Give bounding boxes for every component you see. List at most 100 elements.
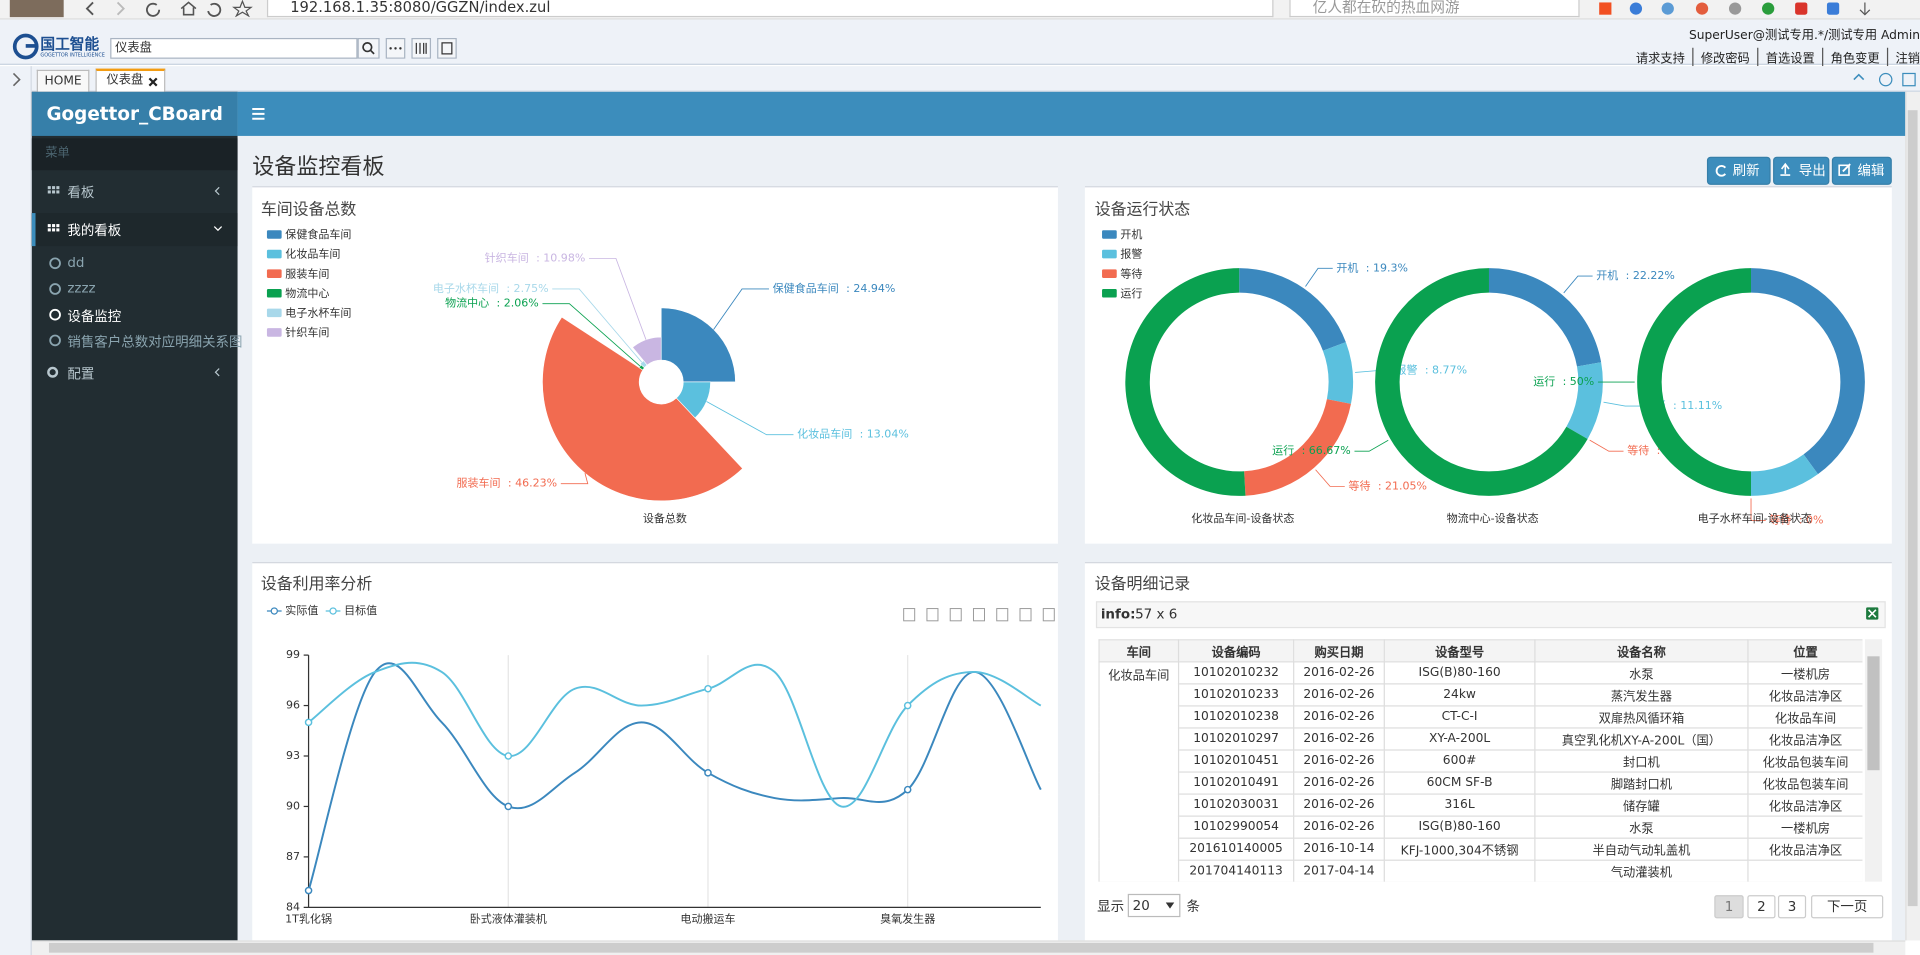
refresh-button[interactable]: 刷新: [1706, 156, 1771, 185]
table-cell: 2016-02-26: [1293, 683, 1385, 707]
header-link[interactable]: 修改密码: [1692, 47, 1757, 67]
toolbox-icon[interactable]: [1019, 608, 1032, 622]
label-value: : 22.22%: [1626, 269, 1675, 282]
column-header[interactable]: 位置: [1747, 639, 1863, 663]
menu-toggle[interactable]: [251, 107, 266, 122]
column-header[interactable]: 车间: [1098, 639, 1180, 663]
legend-marker: [329, 607, 337, 615]
label-value: : 66.67%: [1302, 444, 1351, 457]
legend-swatch: [266, 249, 282, 259]
excel-icon[interactable]: [1865, 606, 1880, 621]
y-tick-label: 90: [286, 799, 300, 812]
menu-item[interactable]: 配置: [67, 366, 95, 383]
label-name: 化妆品车间: [797, 427, 852, 441]
panel-title: 设备明细记录: [1094, 575, 1191, 594]
donut-title: 化妆品车间-设备状态: [1191, 511, 1294, 525]
export-button[interactable]: 导出: [1773, 156, 1830, 185]
address-bar[interactable]: 192.168.1.35:8080/GGZN/index.zul: [266, 0, 1274, 18]
menu-item[interactable]: 我的看板: [67, 222, 122, 239]
page-scroll-thumb[interactable]: [1907, 110, 1918, 907]
logo-text: 国工智能: [40, 35, 100, 53]
table-cell: 化妆品洁净区: [1747, 683, 1863, 707]
label-value: : 46.23%: [508, 477, 557, 490]
table-cell: 化妆品包装车间: [1747, 771, 1863, 795]
brand: Gogettor_CBoard: [31, 91, 238, 136]
column-header[interactable]: 设备型号: [1383, 639, 1536, 663]
donut-segment: [1566, 362, 1603, 439]
rose-slice: [542, 316, 744, 502]
label-value: : 19.3%: [1366, 261, 1408, 274]
edit-button[interactable]: 编辑: [1831, 156, 1892, 185]
label-name: 开机: [1596, 268, 1618, 282]
page-button[interactable]: 3: [1777, 895, 1807, 919]
next-page-button[interactable]: 下一页: [1811, 895, 1884, 919]
table-cell: 水泵: [1534, 815, 1749, 839]
expand-arrow[interactable]: [10, 72, 22, 87]
leader-line: [1603, 401, 1640, 407]
browser-extensions: [1599, 2, 1871, 16]
leader-line: [1750, 498, 1766, 521]
submenu-item[interactable]: zzzz: [67, 280, 96, 297]
toolbox-icon[interactable]: [949, 608, 962, 622]
page-size-select[interactable]: 20: [1127, 893, 1181, 918]
table-cell: 蒸汽发生器: [1534, 683, 1749, 707]
table-row: 201704140113 2017-04-14 气动灌装机: [1099, 859, 1863, 882]
chart-layer: 1T乳化锅 卧式液体灌装机 电动搬运车 臭氧发生器 84 87 90 93 96 99 实际值 目标值: [266, 603, 1055, 926]
horizontal-scroll-thumb[interactable]: [48, 942, 1874, 953]
toolbox-icon[interactable]: [926, 608, 939, 622]
table-cell: 201610140005: [1177, 837, 1295, 861]
menu-search-input[interactable]: 仪表盘: [110, 37, 358, 59]
table-cell: 化妆品车间: [1747, 705, 1863, 729]
toolbox-icon[interactable]: [972, 608, 985, 622]
table-cell: 水泵: [1534, 661, 1749, 685]
table-cell: 化妆品洁净区: [1747, 727, 1863, 751]
select-caret: [1165, 902, 1175, 909]
tab[interactable]: HOME: [36, 69, 90, 92]
label-value: : 13.04%: [860, 428, 909, 441]
table-cell: 600#: [1383, 749, 1536, 773]
header-link[interactable]: 请求支持: [1635, 52, 1685, 67]
page-button-active[interactable]: 1: [1714, 895, 1744, 919]
table-head: 车间 设备编码 购买日期 设备型号 设备名称 位置: [1098, 639, 1863, 663]
x-tick-label: 电动搬运车: [680, 912, 735, 926]
table-cell: 2016-10-14: [1293, 837, 1385, 861]
label-value: : 2.75%: [506, 282, 548, 295]
column-header[interactable]: 设备名称: [1534, 639, 1749, 663]
table-cell: ISG(B)80-160: [1383, 661, 1536, 685]
data-label: 开机: 19.3%: [1336, 260, 1408, 274]
column-header[interactable]: 购买日期: [1293, 639, 1385, 663]
table-cell: 储存罐: [1534, 793, 1749, 817]
table-cell: 10102010491: [1177, 771, 1295, 795]
rose-slice: [632, 336, 662, 366]
legend-label: 实际值: [285, 603, 318, 617]
tab-active[interactable]: 仪表盘: [95, 68, 166, 92]
header-link[interactable]: 注销: [1886, 47, 1920, 67]
x-tick-label: 卧式液体灌装机: [470, 912, 547, 926]
table-row: 10102010297 2016-02-26 XY-A-200L 真空乳化机XY-A-…: [1099, 727, 1863, 751]
submenu-item[interactable]: 销售客户总数对应明细关系图: [67, 334, 243, 351]
toolbox-icon[interactable]: [996, 608, 1009, 622]
label-value: : 8.77%: [1425, 364, 1467, 377]
table-cell: 2016-02-26: [1293, 749, 1385, 773]
legend-swatch: [266, 269, 282, 278]
toolbox-icon[interactable]: [1042, 608, 1055, 622]
menu-header: 菜单: [31, 138, 238, 171]
header-link[interactable]: 首选设置: [1757, 47, 1822, 67]
browser-search[interactable]: 亿人都在砍的热血网游: [1289, 0, 1580, 18]
column-header[interactable]: 设备编码: [1177, 639, 1295, 663]
data-label: 针织车间: 10.98%: [485, 250, 586, 264]
page-button[interactable]: 2: [1747, 895, 1776, 919]
submenu-item[interactable]: dd: [67, 254, 85, 271]
menu-item[interactable]: 看板: [67, 184, 95, 201]
submenu-item[interactable]: 设备监控: [67, 308, 122, 325]
label-name: 运行: [1272, 444, 1294, 457]
line-series: [307, 662, 1042, 891]
table-cell: 2017-04-14: [1293, 859, 1385, 882]
x-tick-label: 1T乳化锅: [285, 912, 332, 926]
x-tick-label: 臭氧发生器: [880, 912, 935, 926]
toolbox-icon[interactable]: [903, 608, 916, 622]
table-scroll-thumb[interactable]: [1867, 656, 1880, 771]
header-link[interactable]: 角色变更: [1822, 47, 1887, 67]
legend-swatch: [1102, 230, 1117, 239]
tab-close[interactable]: [147, 76, 159, 88]
